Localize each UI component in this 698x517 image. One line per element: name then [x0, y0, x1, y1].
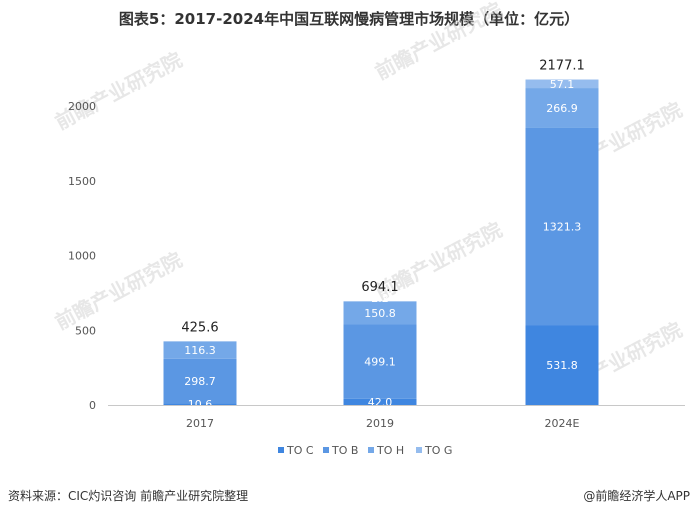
legend-item: TO C — [278, 444, 314, 457]
segment-value-label: 266.9 — [546, 102, 578, 115]
bar-segment — [163, 358, 237, 404]
x-axis: 2017 2019 2024E — [108, 405, 685, 430]
chart-title: 图表5：2017-2024年中国互联网慢病管理市场规模（单位：亿元） — [118, 10, 580, 28]
segment-value-label: 150.8 — [364, 307, 396, 320]
y-tick-label: 500 — [75, 324, 96, 337]
y-axis: 0 500 1000 1500 2000 — [68, 100, 96, 412]
y-tick-label: 0 — [89, 399, 96, 412]
bar-total-label: 425.6 — [181, 320, 218, 335]
bar-segment — [163, 341, 237, 359]
x-tick-label: 2017 — [186, 417, 214, 430]
watermark-text: 前瞻产业研究院 — [51, 47, 186, 134]
legend-item: TO G — [416, 444, 452, 457]
y-tick-label: 1500 — [68, 175, 96, 188]
legend-label: TO H — [376, 444, 404, 457]
bar-stack-2024E: 531.8 1321.3 266.9 57.1 2177.1 — [525, 59, 599, 405]
legend-label: TO C — [286, 444, 314, 457]
x-tick-label: 2019 — [366, 417, 394, 430]
segment-value-label: 42.0 — [368, 396, 393, 409]
y-tick-label: 2000 — [68, 100, 96, 113]
source-note: 资料来源：CIC灼识咨询 前瞻产业研究院整理 — [8, 489, 249, 503]
legend-swatch — [416, 447, 422, 453]
bar-segment — [163, 403, 237, 405]
segment-value-label: 298.7 — [184, 375, 216, 388]
bar-segment — [525, 127, 599, 326]
segment-value-label: 2.2 — [371, 292, 389, 305]
segment-value-label: 1321.3 — [543, 221, 582, 234]
bar-segment — [343, 301, 417, 325]
segment-value-label: 499.1 — [364, 355, 396, 368]
bar-segment — [343, 398, 417, 405]
legend: TO C TO B TO H TO G — [278, 444, 452, 457]
bar-segment — [525, 88, 599, 128]
bar-segment — [525, 79, 599, 89]
bar-total-label: 694.1 — [361, 280, 398, 295]
legend-label: TO G — [424, 444, 452, 457]
legend-swatch — [368, 447, 374, 453]
segment-value-label: 0.0 — [191, 329, 209, 342]
legend-swatch — [323, 447, 329, 453]
watermark-text: 前瞻产业研究院 — [371, 0, 506, 84]
segment-value-label: 57.1 — [550, 78, 575, 91]
legend-item: TO H — [368, 444, 404, 457]
segment-value-label: 531.8 — [546, 359, 578, 372]
bar-segment — [343, 324, 417, 399]
segment-value-label: 10.6 — [188, 398, 213, 411]
y-tick-label: 1000 — [68, 250, 96, 263]
bar-total-label: 2177.1 — [539, 59, 585, 74]
legend-swatch — [278, 447, 284, 453]
credit-note: @前瞻经济学人APP — [583, 489, 690, 503]
legend-item: TO B — [323, 444, 358, 457]
x-tick-label: 2024E — [545, 417, 580, 430]
bar-segment — [525, 325, 599, 405]
legend-label: TO B — [331, 444, 358, 457]
segment-value-label: 116.3 — [184, 344, 216, 357]
